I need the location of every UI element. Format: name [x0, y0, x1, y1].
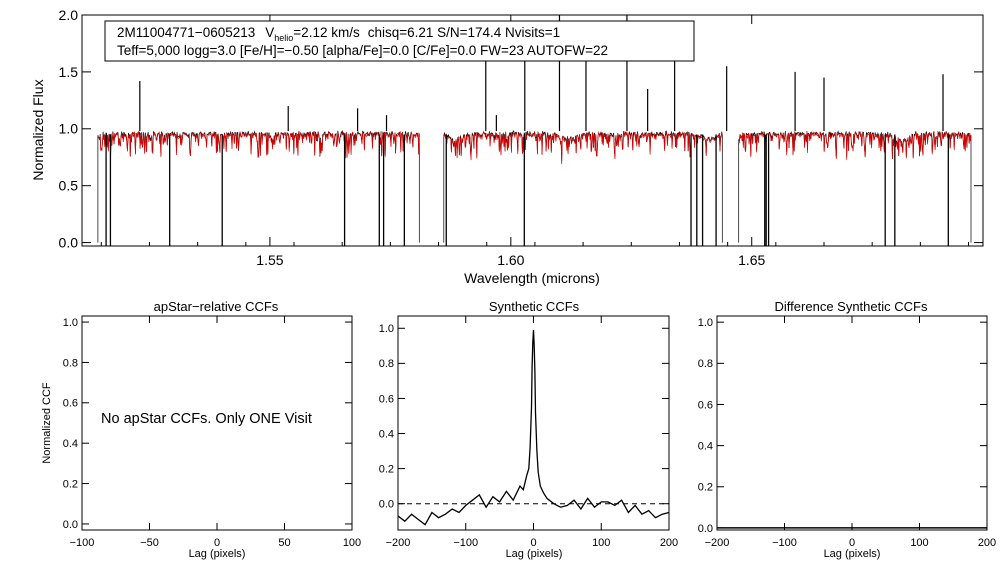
y-tick-label: 0.6 — [63, 398, 78, 410]
spectrum-axes-frame — [81, 14, 984, 247]
model-spectrum-line — [97, 130, 972, 165]
annotation-box — [104, 20, 695, 62]
x-tick-label: 1.55 — [256, 252, 283, 268]
y-tick-label: 0.4 — [63, 438, 78, 450]
y-tick-label: 0.2 — [698, 482, 713, 494]
x-tick-label: −100 — [772, 537, 797, 549]
apstar-ccf-title: apStar−relative CCFs — [154, 299, 279, 314]
y-tick-label: 0.0 — [698, 523, 713, 535]
synthetic-ccf-ticks: −200 −100 0 100 200 0.0 0.2 0.4 0.6 0.8 1.0 — [379, 316, 678, 549]
y-tick-label: 0.0 — [59, 234, 79, 250]
star-id: 2M11004771−0605213 — [117, 25, 255, 40]
spectrum-ticks: 1.55 1.60 1.65 0.0 0.5 1.0 1.5 2.0 — [59, 7, 983, 268]
difference-ccf-axes-frame — [716, 315, 988, 531]
x-tick-label: −100 — [70, 537, 95, 549]
annotation-line-1: 2M11004771−0605213 Vhelio=2.12 km/s chisq=… — [117, 25, 560, 43]
difference-ccf-x-axis-label: Lag (pixels) — [824, 548, 881, 560]
y-tick-label: 0.0 — [379, 499, 394, 511]
y-tick-label: 1.0 — [63, 317, 78, 329]
synthetic-ccf-axes-frame — [397, 315, 670, 531]
x-tick-label: 200 — [978, 537, 996, 549]
apstar-ccf-x-axis-label: Lag (pixels) — [189, 548, 246, 560]
x-tick-label: 50 — [278, 537, 290, 549]
x-tick-label: 200 — [660, 537, 678, 549]
y-tick-label: 1.0 — [379, 323, 394, 335]
synthetic-ccf-panel: Synthetic CCFs −200 −100 0 100 200 0.0 0.2 0.4 0… — [379, 299, 678, 560]
apstar-ccf-ticks: −100 −50 0 50 100 0.0 0.2 0.4 0.6 0.8 1.0 — [63, 316, 361, 549]
x-tick-label: 1.65 — [738, 252, 765, 268]
y-tick-label: 0.2 — [63, 478, 78, 490]
synthetic-ccf-plot-area — [397, 329, 670, 526]
x-tick-label: −100 — [453, 537, 478, 549]
y-tick-label: 0.4 — [379, 428, 394, 440]
spectrum-panel: 1.55 1.60 1.65 0.0 0.5 1.0 1.5 2.0 Wavelength (… — [30, 7, 984, 286]
x-tick-label: 100 — [592, 537, 610, 549]
y-tick-label: 0.2 — [379, 463, 394, 475]
difference-ccf-title: Difference Synthetic CCFs — [775, 299, 928, 314]
difference-ccf-ticks: −200 −100 0 100 200 0.0 0.2 0.4 0.6 0.8 1.0 — [698, 316, 996, 549]
apstar-ccf-panel: apStar−relative CCFs −100 −50 0 50 100 0.0 0.2… — [41, 299, 361, 560]
apstar-ccf-y-axis-label: Normalized CCF — [41, 382, 53, 464]
y-tick-label: 1.0 — [698, 317, 713, 329]
x-tick-label: 0 — [530, 537, 536, 549]
spectrum-annotation: 2M11004771−0605213 Vhelio=2.12 km/s chisq=… — [104, 20, 695, 62]
x-tick-label: −50 — [140, 537, 159, 549]
x-tick-label: 100 — [910, 537, 928, 549]
spectrum-traces — [97, 15, 972, 246]
y-tick-label: 0.5 — [59, 178, 79, 194]
vhelio-label: V — [265, 25, 274, 40]
synthetic-ccf-x-axis-label: Lag (pixels) — [506, 548, 563, 560]
annotation-line-2: Teff=5,000 logg=3.0 [Fe/H]=−0.50 [alpha/… — [117, 43, 608, 58]
y-tick-label: 0.8 — [379, 358, 394, 370]
difference-ccf-panel: Difference Synthetic CCFs −200 −100 0 100 20… — [698, 299, 996, 560]
spectrum-y-axis-label: Normalized Flux — [30, 79, 46, 180]
fit-stats: chisq=6.21 S/N=174.4 Nvisits=1 — [368, 25, 561, 40]
observed-spectrum-line — [97, 129, 972, 243]
x-tick-label: −200 — [705, 537, 730, 549]
vhelio-subscript: helio — [274, 33, 293, 43]
synthetic-ccf-line — [397, 329, 670, 526]
y-tick-label: 0.4 — [698, 440, 713, 452]
x-tick-label: 0 — [214, 537, 220, 549]
vhelio-value: =2.12 km/s — [293, 25, 360, 40]
x-tick-label: 1.60 — [497, 252, 524, 268]
synthetic-ccf-title: Synthetic CCFs — [489, 299, 580, 314]
y-tick-label: 2.0 — [59, 7, 79, 23]
y-tick-label: 0.6 — [698, 399, 713, 411]
y-tick-label: 1.0 — [59, 121, 79, 137]
no-ccf-message: No apStar CCFs. Only ONE Visit — [101, 411, 312, 427]
y-tick-label: 0.6 — [379, 393, 394, 405]
y-tick-label: 1.5 — [59, 64, 79, 80]
y-tick-label: 0.8 — [63, 357, 78, 369]
y-tick-label: 0.8 — [698, 358, 713, 370]
y-tick-label: 0.0 — [63, 519, 78, 531]
x-tick-label: 0 — [849, 537, 855, 549]
spectrum-x-axis-label: Wavelength (microns) — [464, 270, 600, 286]
x-tick-label: 100 — [343, 537, 361, 549]
x-tick-label: −200 — [386, 537, 411, 549]
spectrum-plot-area — [97, 15, 972, 246]
